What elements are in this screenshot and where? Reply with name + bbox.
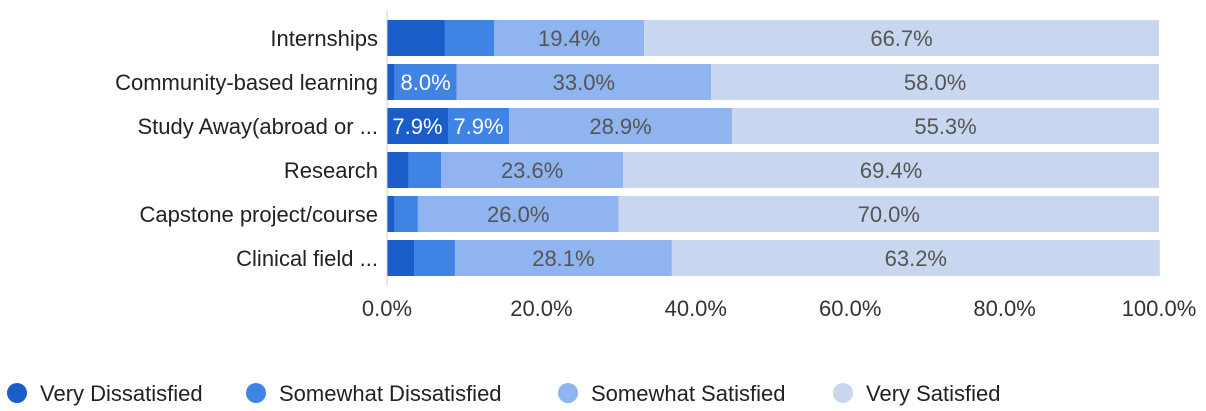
category-label: Capstone project/course (140, 202, 378, 227)
category-label: Community-based learning (115, 70, 378, 95)
bar-segment (387, 108, 448, 144)
bar-segment (387, 240, 415, 276)
data-labels: 19.4% 66.7% 8.0% 33.0% 58.0% 7.9% 7.9% 28.9% 55.… (392, 26, 976, 271)
x-tick-label: 60.0% (819, 296, 881, 321)
bar-segment (414, 240, 455, 276)
legend-swatch (558, 383, 578, 403)
category-label: Research (284, 158, 378, 183)
bars-group (387, 20, 1160, 276)
category-label: Internships (270, 26, 378, 51)
data-label: 33.0% (553, 70, 615, 95)
legend-swatch (833, 383, 853, 403)
bar-segment (711, 64, 1159, 100)
data-label: 70.0% (858, 202, 920, 227)
bar-segment (454, 240, 672, 276)
data-label: 19.4% (538, 26, 600, 51)
data-label: 58.0% (904, 70, 966, 95)
bar-segment (618, 196, 1159, 232)
legend-label: Very Dissatisfied (40, 381, 203, 406)
bar-segment (508, 108, 733, 144)
legend-label: Very Satisfied (866, 381, 1001, 406)
data-label: 7.9% (392, 114, 442, 139)
bar-segment (408, 152, 442, 188)
bar-segment (387, 20, 445, 56)
category-label: Clinical field ... (236, 246, 378, 271)
legend-swatch (246, 383, 266, 403)
data-label: 26.0% (487, 202, 549, 227)
legend-label: Somewhat Dissatisfied (279, 381, 502, 406)
data-label: 8.0% (401, 70, 451, 95)
data-label: 66.7% (870, 26, 932, 51)
bar-segment (456, 64, 712, 100)
x-axis-tick-labels: 0.0% 20.0% 40.0% 60.0% 80.0% 100.0% (362, 296, 1196, 321)
legend-swatch (7, 383, 27, 403)
bar-segment (644, 20, 1159, 56)
legend-label: Somewhat Satisfied (591, 381, 785, 406)
x-tick-label: 20.0% (510, 296, 572, 321)
bar-segment (494, 20, 645, 56)
bar-segment (732, 108, 1159, 144)
x-tick-label: 100.0% (1122, 296, 1197, 321)
bar-segment (417, 196, 619, 232)
bar-segment (671, 240, 1160, 276)
bar-segment (444, 20, 495, 56)
x-tick-label: 0.0% (362, 296, 412, 321)
category-labels: Internships Community-based learning Study… (115, 26, 378, 271)
data-label: 55.3% (914, 114, 976, 139)
data-label: 23.6% (501, 158, 563, 183)
bar-segment (447, 108, 509, 144)
bar-segment (623, 152, 1159, 188)
category-label: Study Away(abroad or ... (137, 114, 378, 139)
bar-segment (394, 196, 418, 232)
data-label: 28.1% (532, 246, 594, 271)
data-label: 7.9% (453, 114, 503, 139)
bar-segment (387, 196, 395, 232)
x-tick-label: 80.0% (973, 296, 1035, 321)
legend: Very Dissatisfied Somewhat Dissatisfied So… (7, 381, 1001, 406)
bar-segment (387, 152, 409, 188)
bar-segment (387, 64, 395, 100)
x-tick-label: 40.0% (665, 296, 727, 321)
data-label: 63.2% (885, 246, 947, 271)
bar-segment (394, 64, 457, 100)
bar-segment (441, 152, 624, 188)
data-label: 69.4% (860, 158, 922, 183)
data-label: 28.9% (589, 114, 651, 139)
